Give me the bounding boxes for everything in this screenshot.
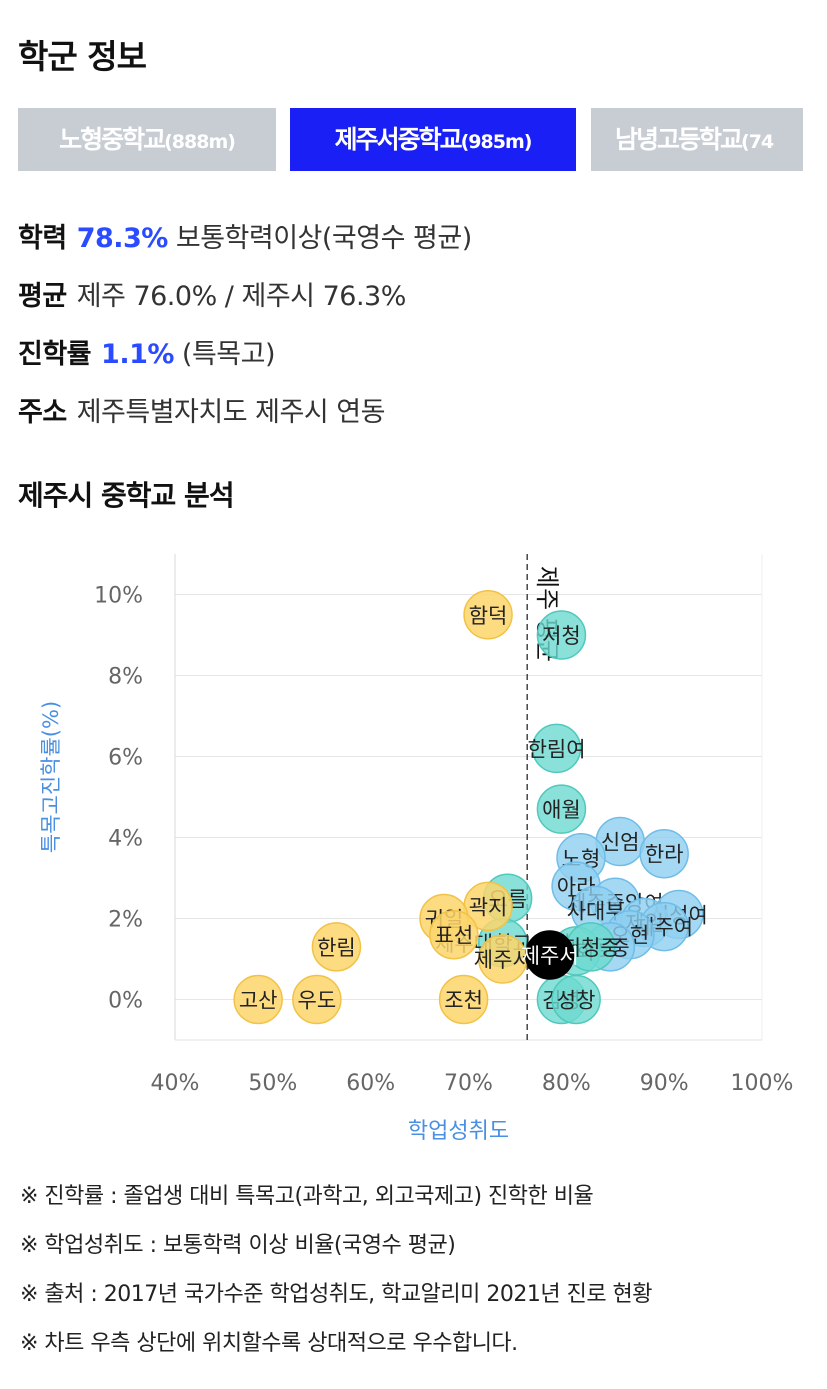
data-point — [536, 610, 587, 660]
tab-name: 남녕고등학교 — [615, 125, 743, 154]
address-label: 주소 — [18, 397, 67, 428]
data-label: 제주서 — [474, 948, 532, 972]
data-point — [531, 723, 582, 774]
page-title: 학군 정보 — [18, 37, 147, 76]
data-label: 고산 — [239, 989, 278, 1013]
data-label: 곽지 — [469, 895, 508, 919]
data-point — [639, 828, 689, 879]
data-point — [311, 922, 362, 972]
tab-name: 제주서중학교 — [334, 125, 463, 154]
data-label: 애월 — [542, 798, 581, 822]
tab-namnyeong[interactable]: 남녕고등학교(74 — [591, 108, 803, 171]
note-item: ※ 학업성취도 : 보통학력 이상 비율(국영수 평균) — [20, 1233, 456, 1258]
x-tick-label: 60% — [346, 1071, 395, 1096]
data-point — [463, 590, 513, 640]
academic-value: 78.3% — [76, 223, 169, 254]
y-tick-label: 0% — [108, 989, 143, 1014]
scatter-chart: 0%2%4%6%8%10%40% 50% 60% 70% 80% 90% 100%제주 평균… — [39, 554, 794, 1144]
data-point — [438, 974, 489, 1025]
advancement-value: 1.1% — [101, 339, 174, 370]
address-value: 제주특별자치도 제주시 연동 — [76, 397, 386, 428]
y-tick-label: 6% — [108, 746, 143, 771]
data-label: 한림 — [317, 936, 356, 960]
data-label: 조천 — [444, 989, 483, 1013]
tab-jejuseo[interactable]: 제주서중학교(985m) — [290, 108, 576, 171]
tab-distance: (74 — [741, 131, 774, 153]
data-label: 우도 — [298, 989, 337, 1013]
data-point — [429, 909, 479, 960]
academic-label: 학력 — [18, 223, 67, 254]
tab-distance: (888m) — [164, 131, 236, 153]
notes: ※ 진학률 : 졸업생 대비 특목고(과학고, 외고국제고) 진학한 비율 ※ … — [20, 1178, 653, 1374]
x-tick-label: 70% — [444, 1071, 493, 1096]
data-label: 성창 — [557, 989, 596, 1013]
y-tick-label: 8% — [108, 665, 143, 690]
data-label: 저청 — [542, 624, 581, 648]
tab-name: 노형중학교 — [59, 125, 166, 154]
data-label: 함덕 — [469, 604, 508, 628]
y-tick-label: 2% — [108, 908, 143, 933]
note-item: ※ 차트 우측 상단에 위치할수록 상대적으로 우수합니다. — [20, 1331, 518, 1356]
average-label: 평균 — [18, 281, 67, 312]
note-item: ※ 출처 : 2017년 국가수준 학업성취도, 학교알리미 2021년 진로 … — [20, 1282, 653, 1307]
y-tick-label: 4% — [108, 827, 143, 852]
data-point — [292, 974, 342, 1025]
data-point — [551, 974, 601, 1025]
x-axis-title: 학업성취도 — [408, 1119, 509, 1144]
academic-row: 학력 78.3% 보통학력이상(국영수 평균) — [18, 216, 472, 255]
x-tick-label: 50% — [248, 1071, 297, 1096]
data-label: 한림여 — [528, 737, 586, 761]
y-tick-label: 10% — [94, 584, 143, 609]
tab-nohyeong[interactable]: 노형중학교(888m) — [18, 108, 276, 171]
note-item: ※ 진학률 : 졸업생 대비 특목고(과학고, 외고국제고) 진학한 비율 — [20, 1184, 594, 1209]
x-tick-label: 40% — [151, 1071, 200, 1096]
advancement-desc: (특목고) — [181, 339, 276, 370]
tab-distance: (985m) — [460, 131, 533, 153]
data-point — [536, 784, 587, 834]
school-tabs: 노형중학교(888m) 제주서중학교(985m) 남녕고등학교(74 — [18, 108, 803, 171]
x-tick-label: 90% — [640, 1071, 689, 1096]
data-point — [233, 974, 283, 1025]
data-point — [524, 930, 575, 980]
advancement-row: 진학률 1.1% (특목고) — [18, 332, 276, 371]
x-tick-label: 80% — [542, 1071, 591, 1096]
academic-desc: 보통학력이상(국영수 평균) — [175, 223, 472, 254]
data-label: 한라 — [645, 843, 684, 867]
section-title: 제주시 중학교 분석 — [18, 479, 235, 512]
average-row: 평균 제주 76.0% / 제주시 76.3% — [18, 274, 406, 313]
average-value: 제주 76.0% / 제주시 76.3% — [76, 281, 407, 312]
address-row: 주소 제주특별자치도 제주시 연동 — [18, 390, 385, 429]
x-tick-label: 100% — [731, 1071, 794, 1096]
y-axis-title: 특목고진학률(%) — [39, 701, 63, 853]
data-label: 제주서 — [521, 944, 579, 968]
data-label: 표선 — [435, 924, 474, 948]
advancement-label: 진학률 — [18, 339, 92, 370]
data-label: 신엄 — [601, 831, 640, 855]
